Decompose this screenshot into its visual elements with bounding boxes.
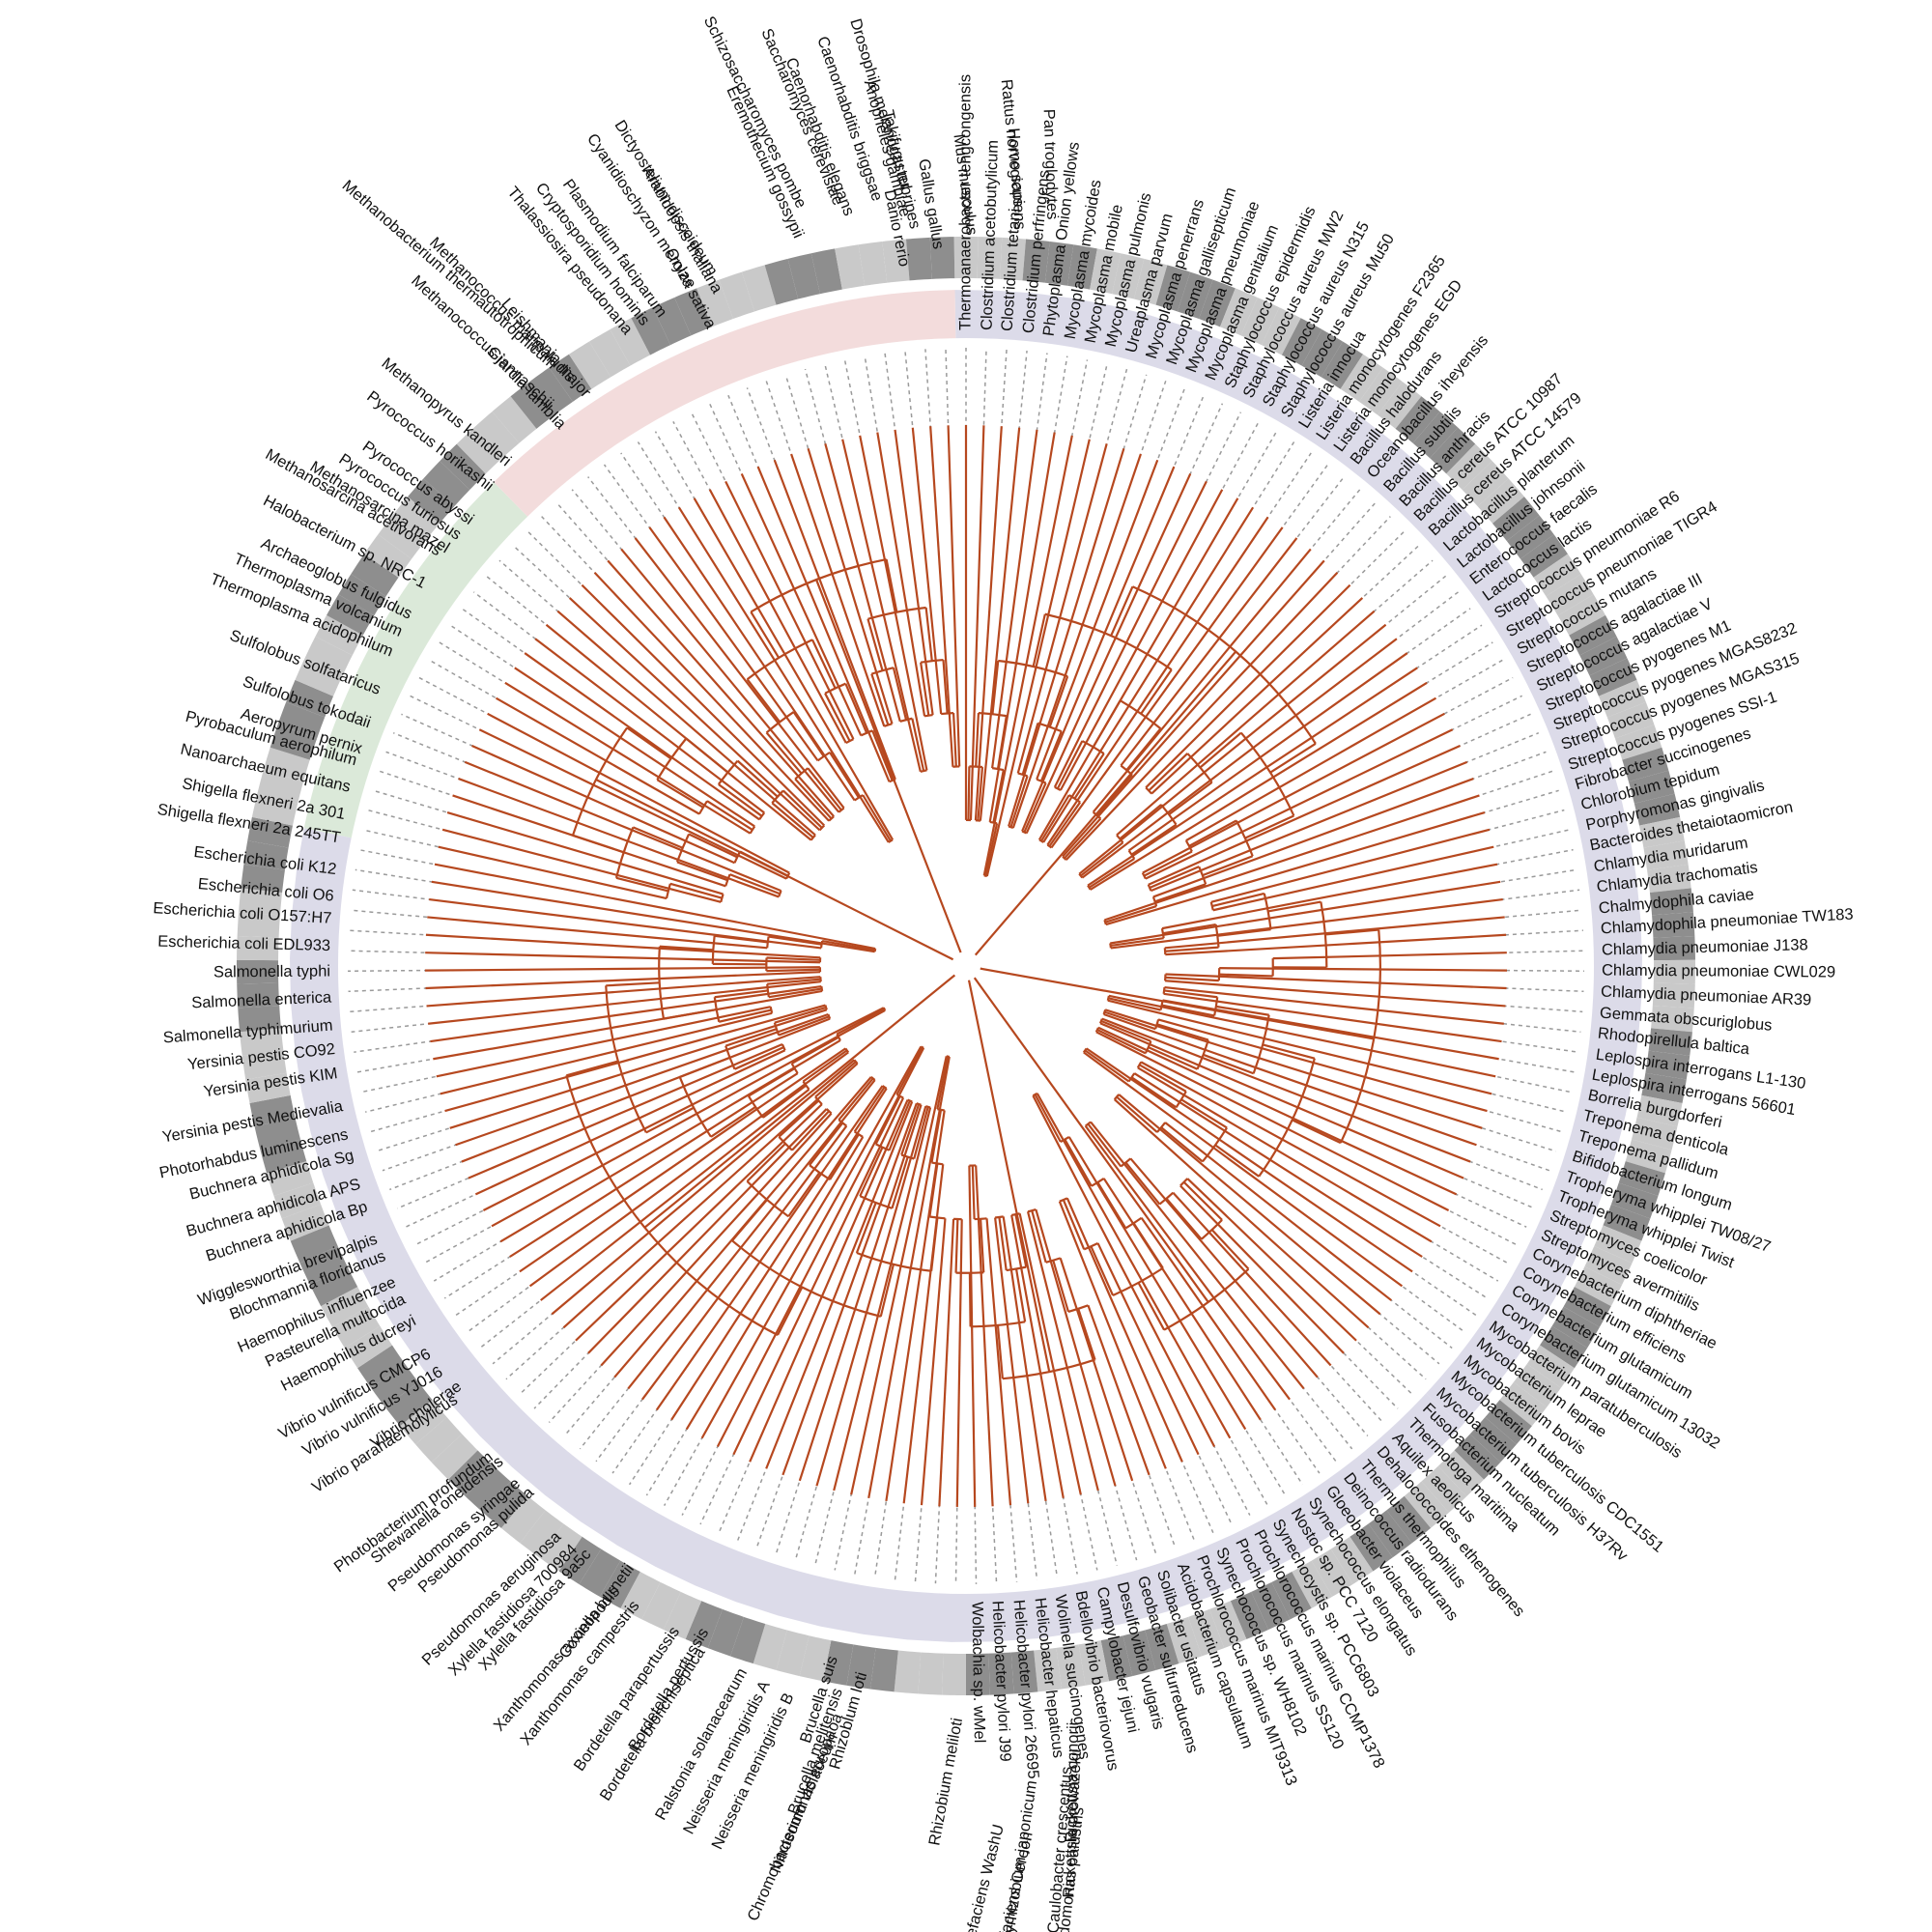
taxon-label: Escherichia coli EDL933 bbox=[157, 932, 330, 954]
taxon-label: Chlamydia pneumoniae CWL029 bbox=[1602, 962, 1835, 982]
taxon-label: Wolbachia sp. wMel bbox=[967, 1602, 987, 1744]
phylogenetic-tree-diagram: Thermoanaerobacter tengcongensis Clostrid… bbox=[0, 0, 1932, 1932]
taxon-label: Salmonella typhi bbox=[213, 963, 330, 982]
